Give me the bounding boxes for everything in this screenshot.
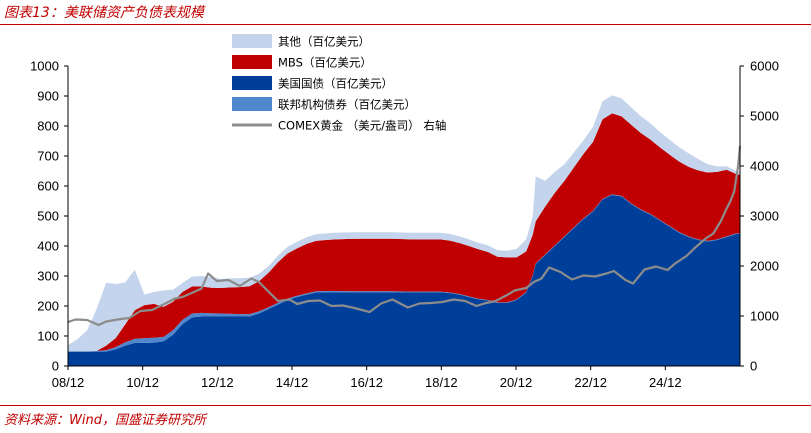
stacked-areas [68,95,740,366]
axes: 0 100 200 300 400 500 600 700 800 900 1000 0 1000 200… [30,59,779,391]
fed-balance-sheet-chart: 0 100 200 300 400 500 600 700 800 900 1000 0 1000 200… [30,34,779,391]
legend-label-mbs: MBS（百亿美元） [278,56,372,70]
right-tick-label: 6000 [750,59,779,74]
x-tick-label: 24/12 [649,375,682,390]
right-tick-label: 1000 [750,309,779,324]
source-rule [0,405,811,406]
title-rule [0,24,811,25]
legend-label-gold: COMEX黄金 （美元/盎司） 右轴 [278,119,446,133]
left-tick-label: 200 [37,299,59,314]
legend-label-agency: 联邦机构债券（百亿美元） [278,98,416,112]
left-tick-label: 0 [52,359,59,374]
left-tick-label: 500 [37,209,59,224]
x-tick-label: 20/12 [500,375,533,390]
figure-title: 图表13：美联储资产负债表规模 [4,5,204,21]
legend-swatch-other [232,34,272,48]
legend-swatch-agency [232,97,272,111]
legend-label-treasury: 美国国债（百亿美元） [278,77,393,91]
left-tick-label: 800 [37,119,59,134]
gold-price-line [67,145,742,327]
mbs-area [68,113,740,352]
left-tick-label: 900 [37,89,59,104]
right-tick-label: 3000 [750,209,779,224]
left-tick-label: 600 [37,179,59,194]
right-tick-label: 2000 [750,259,779,274]
left-tick-label: 1000 [30,59,59,74]
x-tick-label: 08/12 [52,375,85,390]
x-tick-label: 18/12 [425,375,458,390]
right-tick-label: 0 [750,359,757,374]
source-note: 资料来源：Wind，国盛证券研究所 [4,413,206,428]
left-tick-label: 300 [37,269,59,284]
right-tick-label: 5000 [750,109,779,124]
legend-label-other: 其他（百亿美元） [278,35,370,49]
left-tick-label: 400 [37,239,59,254]
treasury-area [68,195,740,366]
legend-swatch-treasury [232,76,272,90]
x-tick-label: 14/12 [276,375,309,390]
other-area [68,95,740,352]
x-tick-label: 22/12 [574,375,607,390]
right-tick-label: 4000 [750,159,779,174]
gold-price-series [67,145,742,327]
x-tick-label: 16/12 [350,375,383,390]
x-tick-label: 12/12 [201,375,234,390]
legend: 其他（百亿美元） MBS（百亿美元） 美国国债（百亿美元） 联邦机构债券（百亿美元） C… [232,34,446,133]
left-tick-label: 100 [37,329,59,344]
left-tick-label: 700 [37,149,59,164]
x-tick-label: 10/12 [126,375,159,390]
legend-swatch-mbs [232,55,272,69]
